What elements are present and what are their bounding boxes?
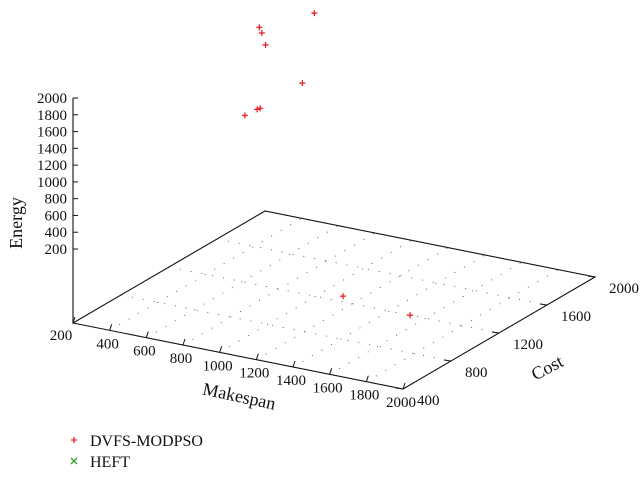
legend-label-dvfs-modpso: DVFS-MODPSO [90, 433, 203, 450]
grid-line-x [256, 247, 449, 361]
grid-line-y [216, 238, 548, 306]
z-tick-label: 800 [45, 192, 68, 208]
grid-line-x [219, 239, 412, 353]
x-tick-mark [145, 331, 149, 338]
grid-line-y [168, 266, 500, 334]
x-axis-ticks: 200 400 600 800 1000 1200 1400 1600 1800 2000 [50, 316, 416, 411]
y-tick-mark [539, 303, 548, 306]
y-tick-mark [395, 387, 404, 390]
x-tick-mark [402, 382, 406, 390]
x-tick-mark [255, 353, 259, 360]
grid-line-x [292, 254, 486, 368]
grid-line-x [329, 261, 522, 375]
x-tick-label: 1800 [349, 388, 379, 404]
grid-line-x [109, 217, 302, 331]
x-tick-label: 1600 [313, 380, 343, 396]
x-tick-label: 200 [50, 328, 73, 344]
y-tick-label: 2000 [609, 281, 639, 297]
legend-marker-heft [70, 457, 78, 465]
data-point-dvfs-modpso [299, 80, 306, 87]
floor-grid [72, 210, 596, 390]
x-tick-mark [329, 368, 333, 375]
x-tick-label: 1200 [239, 366, 269, 382]
y-tick-mark [491, 331, 500, 334]
data-points [241, 10, 414, 319]
z-tick-label: 2000 [37, 91, 67, 107]
z-tick-label: 1000 [37, 175, 67, 191]
grid-line-x [182, 232, 376, 346]
legend-marker-dvfs-modpso [71, 437, 77, 443]
x-tick-label: 1400 [276, 373, 306, 389]
x-tick-label: 2000 [386, 395, 416, 411]
x-tick-mark [109, 324, 113, 331]
x-tick-label: 800 [170, 351, 193, 367]
legend-cross-icon [70, 457, 78, 465]
x-tick-mark [219, 346, 223, 353]
legend-label-heft: HEFT [90, 454, 130, 471]
z-axis-label: Energy [6, 197, 26, 249]
data-point-dvfs-modpso [254, 106, 261, 113]
x-tick-mark [182, 338, 186, 346]
data-point-dvfs-modpso [241, 112, 248, 119]
y-tick-mark [587, 275, 596, 278]
z-tick-label: 1400 [37, 141, 67, 157]
data-point-dvfs-modpso [258, 29, 265, 36]
y-tick-label: 400 [417, 393, 440, 409]
z-tick-label: 400 [45, 225, 68, 241]
y-tick-mark [443, 359, 452, 362]
x-tick-label: 600 [133, 344, 156, 360]
y-axis-label: Cost [528, 351, 567, 384]
legend-plus-icon [71, 437, 77, 443]
z-tick-label: 1800 [37, 108, 67, 124]
legend: DVFS-MODPSO HEFT [70, 433, 203, 471]
x-tick-label: 1000 [203, 358, 233, 374]
floor-frame [71, 210, 597, 390]
y-tick-label: 800 [465, 365, 488, 381]
z-tick-label: 1600 [37, 125, 67, 141]
grid-line-x [146, 225, 339, 339]
x-tick-label: 400 [96, 336, 119, 352]
y-tick-label: 1200 [513, 337, 543, 353]
data-point-dvfs-modpso [256, 24, 263, 31]
legend-item-heft: HEFT [70, 454, 130, 471]
y-tick-label: 1600 [561, 309, 591, 325]
z-tick-label: 200 [45, 242, 68, 258]
z-tick-label: 1200 [37, 158, 67, 174]
z-tick-label: 600 [45, 208, 68, 224]
legend-item-dvfs-modpso: DVFS-MODPSO [71, 433, 203, 450]
y-axis-ticks: 400 800 1200 1600 2000 [395, 275, 639, 409]
x-tick-mark [292, 360, 296, 368]
x-axis-label: Makespan [201, 379, 278, 414]
data-point-dvfs-modpso [257, 105, 264, 112]
x-tick-mark [72, 316, 76, 324]
x-tick-mark [365, 375, 369, 382]
data-point-dvfs-modpso [407, 312, 414, 319]
data-point-dvfs-modpso [262, 41, 269, 48]
data-point-dvfs-modpso [340, 293, 347, 300]
data-point-dvfs-modpso [311, 10, 318, 17]
